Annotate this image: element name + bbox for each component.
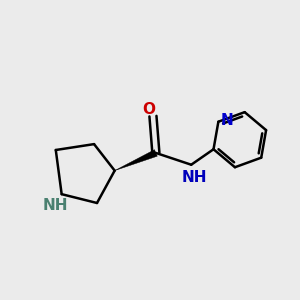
Text: O: O (142, 102, 155, 117)
Text: N: N (220, 113, 233, 128)
Polygon shape (115, 150, 157, 171)
Text: NH: NH (42, 198, 68, 213)
Text: NH: NH (182, 169, 207, 184)
